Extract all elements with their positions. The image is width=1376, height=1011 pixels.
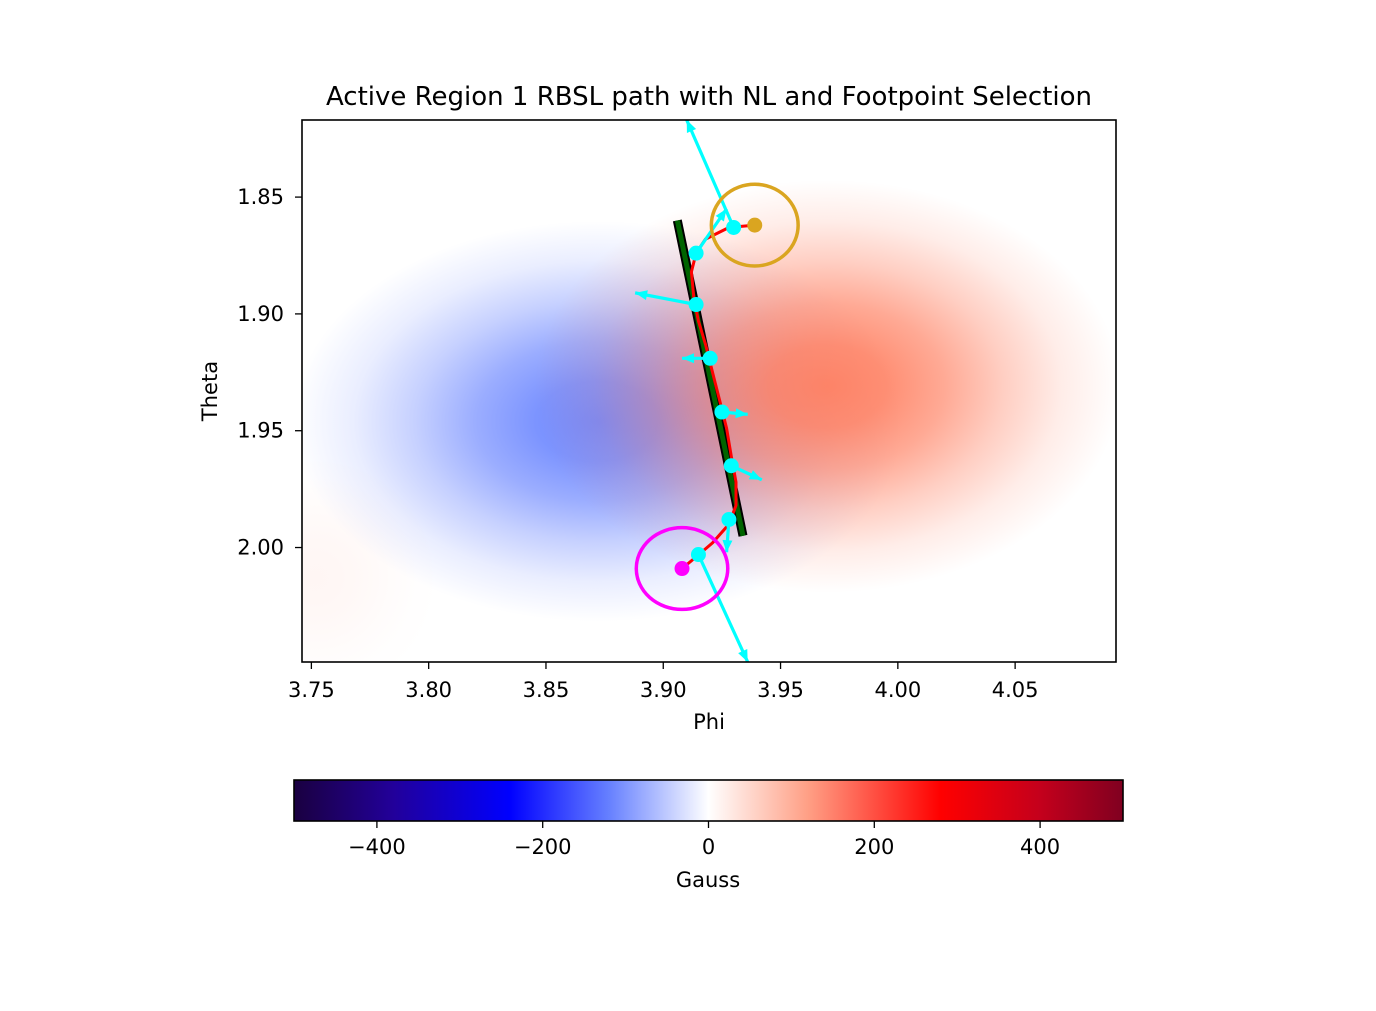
field-vector-arrowhead (738, 649, 748, 662)
field-vector-arrowhead (635, 290, 648, 301)
y-tick-label: 1.85 (237, 185, 284, 209)
footpoint-marker (674, 561, 690, 577)
x-axis-ticks: 3.75 3.80 3.85 3.90 3.95 4.00 4.05 (288, 662, 1039, 702)
y-axis-label: Theta (198, 361, 222, 422)
field-vector-arrowhead (682, 353, 695, 364)
colorbar-gradient (293, 779, 1124, 822)
field-vector-arrowhead (722, 539, 733, 553)
path-node (688, 245, 704, 261)
path-node (714, 404, 730, 420)
colorbar-tick-label: 200 (854, 835, 894, 859)
field-vector-arrowhead (735, 408, 748, 419)
field-vector-arrowhead (686, 120, 697, 133)
chart-title: Active Region 1 RBSL path with NL and Fo… (326, 82, 1092, 112)
overlay-layer (634, 120, 800, 662)
colorbar-tick-label: 0 (702, 835, 715, 859)
path-node (726, 219, 742, 235)
field-source-positive (534, 179, 1116, 593)
x-tick-label: 3.75 (288, 678, 335, 702)
x-tick-label: 3.80 (405, 678, 452, 702)
footpoint-marker (747, 217, 763, 233)
y-tick-label: 1.90 (237, 302, 284, 326)
plot-area: 3.75 3.80 3.85 3.90 3.95 4.00 4.05 1.85 1.90 1.9… (237, 119, 1117, 702)
path-node (702, 350, 718, 366)
y-tick-label: 2.00 (237, 536, 284, 560)
x-tick-label: 4.00 (874, 678, 921, 702)
x-tick-label: 3.85 (523, 678, 570, 702)
x-axis-label: Phi (693, 710, 725, 734)
colorbar: −400 −200 0 200 400 Gauss (293, 779, 1124, 892)
path-node (690, 547, 706, 563)
colorbar-label: Gauss (676, 868, 740, 892)
x-tick-label: 3.90 (640, 678, 687, 702)
colorbar-ticks: −400 −200 0 200 400 (348, 821, 1060, 859)
path-node (688, 297, 704, 313)
field-vector-arrowhead (748, 470, 762, 480)
colorbar-tick-label: 400 (1020, 835, 1060, 859)
footpoint-selection-circle (634, 525, 730, 612)
path-node (721, 511, 737, 527)
colorbar-tick-label: −200 (514, 835, 572, 859)
neutral-line (674, 219, 746, 537)
colorbar-tick-label: −400 (348, 835, 406, 859)
field-vector (696, 553, 750, 662)
path-node (723, 458, 739, 474)
axes-frame (301, 119, 1117, 663)
field-vector-arrowhead (715, 208, 727, 222)
y-axis-ticks: 1.85 1.90 1.95 2.00 (237, 185, 302, 560)
field-heatmap (302, 179, 1116, 662)
y-tick-label: 1.95 (237, 419, 284, 443)
footpoint-selection-circle (709, 182, 800, 268)
field-source-positive (302, 456, 439, 662)
x-tick-label: 3.95 (757, 678, 804, 702)
x-tick-label: 4.05 (992, 678, 1039, 702)
